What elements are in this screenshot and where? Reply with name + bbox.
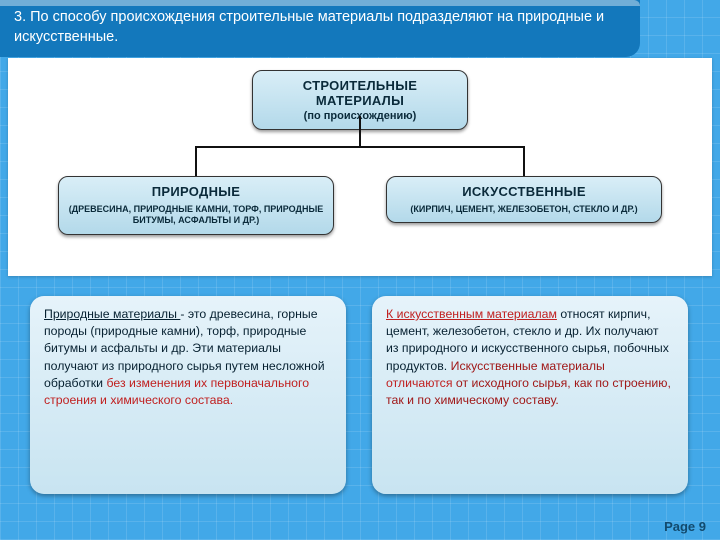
node-left-title: ПРИРОДНЫЕ [67, 184, 325, 199]
page-number: Page 9 [664, 519, 706, 534]
right-em2: отличаются [386, 376, 452, 390]
node-left-detail: (ДРЕВЕСИНА, ПРИРОДНЫЕ КАМНИ, ТОРФ, ПРИРО… [67, 204, 325, 227]
org-chart: СТРОИТЕЛЬНЫЕ МАТЕРИАЛЫ (по происхождению… [0, 58, 720, 276]
header-text: 3. По способу происхождения строительные… [14, 9, 604, 45]
node-right-title: ИСКУССТВЕННЫЕ [395, 184, 653, 199]
right-em1: Искусственные материалы [451, 359, 605, 373]
node-right-detail: (КИРПИЧ, ЦЕМЕНТ, ЖЕЛЕЗОБЕТОН, СТЕКЛО И Д… [395, 204, 653, 215]
connector-vert-right [523, 146, 525, 176]
right-lead: К искусственным материалам [386, 307, 557, 321]
info-box-left: Природные материалы - это древесина, гор… [30, 296, 346, 494]
info-box-right: К искусственным материалам относят кирпи… [372, 296, 688, 494]
node-root-title: СТРОИТЕЛЬНЫЕ МАТЕРИАЛЫ [261, 78, 459, 108]
left-lead: Природные материалы [44, 307, 180, 321]
node-left: ПРИРОДНЫЕ (ДРЕВЕСИНА, ПРИРОДНЫЕ КАМНИ, Т… [58, 176, 334, 235]
header-bar: 3. По способу происхождения строительные… [0, 0, 640, 57]
connector-horiz [195, 146, 525, 148]
connector-vert-root [359, 116, 361, 146]
header-tab [0, 0, 640, 6]
node-right: ИСКУССТВЕННЫЕ (КИРПИЧ, ЦЕМЕНТ, ЖЕЛЕЗОБЕТ… [386, 176, 662, 223]
connector-vert-left [195, 146, 197, 176]
